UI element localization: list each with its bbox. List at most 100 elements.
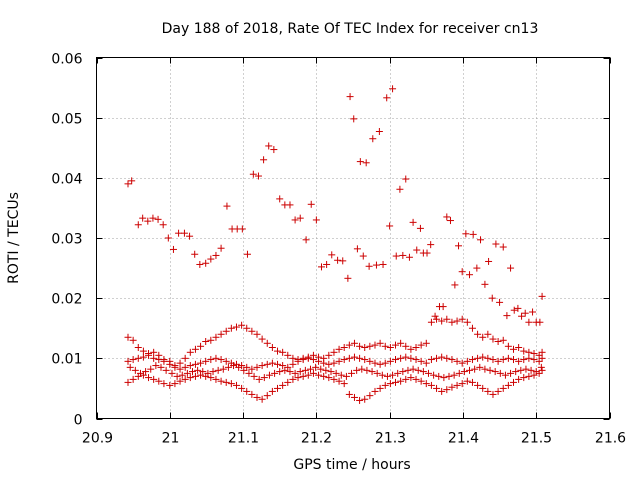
data-point [471, 365, 479, 373]
data-point [359, 252, 367, 260]
data-point [238, 362, 246, 370]
data-point [217, 377, 225, 385]
data-point [181, 354, 189, 362]
data-point [199, 368, 207, 376]
data-point [317, 263, 325, 271]
data-point [424, 369, 432, 377]
data-point [458, 359, 466, 367]
data-point [376, 339, 384, 347]
data-point [243, 387, 251, 395]
data-point [270, 146, 278, 154]
data-point [515, 375, 523, 383]
data-point [474, 330, 482, 338]
data-point [268, 344, 276, 352]
data-point [448, 318, 456, 326]
data-point [381, 342, 389, 350]
data-point [485, 257, 493, 265]
x-tick-label: 21.4 [448, 431, 479, 447]
data-point [302, 236, 310, 244]
data-point [450, 371, 458, 379]
data-point [345, 341, 353, 349]
data-point [268, 359, 276, 367]
data-point [191, 360, 199, 368]
data-point [466, 271, 474, 279]
data-point [417, 357, 425, 365]
data-point [191, 250, 199, 258]
data-point [433, 315, 441, 323]
data-point [361, 344, 369, 352]
data-point [496, 298, 504, 306]
data-point [238, 321, 246, 329]
data-point [419, 368, 427, 376]
data-point [243, 250, 251, 258]
data-point [350, 115, 358, 123]
series-lower-band [124, 366, 546, 404]
data-point [258, 362, 266, 370]
series-high-roti [124, 85, 546, 326]
data-point [371, 387, 379, 395]
data-point [515, 344, 523, 352]
data-point [345, 390, 353, 398]
data-point [296, 368, 304, 376]
data-point [129, 375, 137, 383]
data-point [394, 369, 402, 377]
data-point [322, 366, 330, 374]
data-point [168, 369, 176, 377]
y-tick-label: 0.04 [51, 172, 82, 188]
data-point [433, 384, 441, 392]
data-point [402, 353, 410, 361]
data-point [129, 336, 137, 344]
data-point [538, 348, 546, 356]
data-point [440, 374, 448, 382]
data-point [474, 354, 482, 362]
data-point [439, 303, 447, 311]
data-point [284, 363, 292, 371]
data-point [414, 366, 422, 374]
data-point [249, 170, 257, 178]
data-point [458, 268, 466, 276]
data-point [529, 308, 537, 316]
data-point [263, 360, 271, 368]
data-point [180, 229, 188, 237]
data-point [306, 365, 314, 373]
data-point [294, 357, 302, 365]
data-point [150, 354, 158, 362]
data-point [344, 274, 352, 282]
data-point [362, 159, 370, 167]
data-point [479, 353, 487, 361]
x-tick-labels: 20.9 21 21.1 21.2 21.3 21.4 21.5 21.6 [82, 431, 626, 447]
data-point [335, 377, 343, 385]
data-point [152, 362, 160, 370]
data-point [525, 348, 533, 356]
data-point [330, 359, 338, 367]
data-point [304, 371, 312, 379]
data-point [535, 369, 543, 377]
data-point [438, 387, 446, 395]
data-point [327, 368, 335, 376]
data-point [389, 85, 397, 93]
data-point [265, 371, 273, 379]
data-point [446, 217, 454, 225]
data-point [427, 381, 435, 389]
x-tick-label: 21.5 [521, 431, 552, 447]
data-point [144, 217, 152, 225]
data-point [334, 256, 342, 264]
data-point [176, 359, 184, 367]
data-point [253, 363, 261, 371]
data-point [207, 374, 215, 382]
data-point [538, 354, 546, 362]
x-tick-label: 21.2 [301, 431, 332, 447]
data-point [260, 374, 268, 382]
data-point [397, 339, 405, 347]
data-point [194, 366, 202, 374]
data-point [197, 359, 205, 367]
data-point [348, 369, 356, 377]
data-point [191, 372, 199, 380]
data-point [254, 172, 262, 180]
data-point [399, 251, 407, 259]
data-point [202, 357, 210, 365]
data-point [250, 372, 258, 380]
data-point [520, 356, 528, 364]
